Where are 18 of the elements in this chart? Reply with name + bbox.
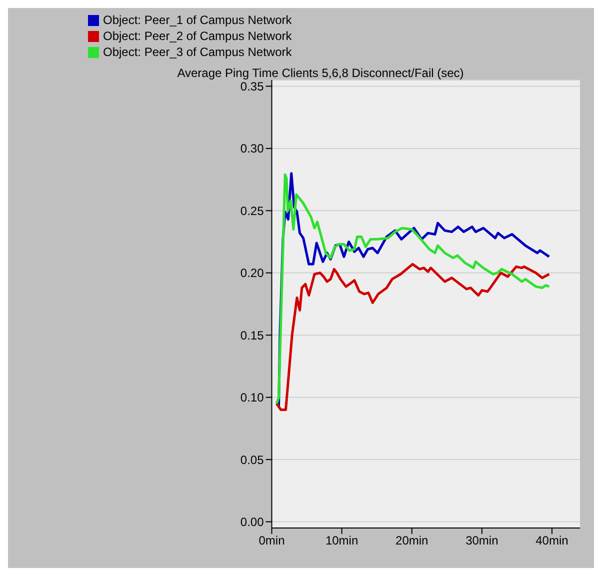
y-tick-label: 0.30 <box>240 142 264 156</box>
y-tick-label: 0.00 <box>240 515 264 530</box>
legend-label: Object: Peer_3 of Campus Network <box>103 45 292 59</box>
y-tick-label: 0.10 <box>240 390 264 405</box>
x-tick-label: 20min <box>396 534 428 548</box>
y-tick-label: 0.35 <box>240 79 264 94</box>
y-tick-label: 0.15 <box>240 328 264 342</box>
line-series <box>275 262 550 412</box>
y-tick-label: 0.25 <box>240 204 264 218</box>
legend-label: Object: Peer_2 of Campus Network <box>103 29 292 43</box>
y-tick-label: 0.05 <box>240 452 264 467</box>
x-tick-label: 0min <box>258 534 285 548</box>
legend-label: Object: Peer_1 of Campus Network <box>103 13 292 27</box>
x-tick-label: 10min <box>325 534 358 548</box>
x-tick-label: 30min <box>466 534 498 548</box>
y-tick-label: 0.20 <box>240 266 264 280</box>
chart-title: Average Ping Time Clients 5,6,8 Disconnect/Fail (sec) <box>176 66 465 80</box>
x-tick-label: 40min <box>536 534 568 548</box>
